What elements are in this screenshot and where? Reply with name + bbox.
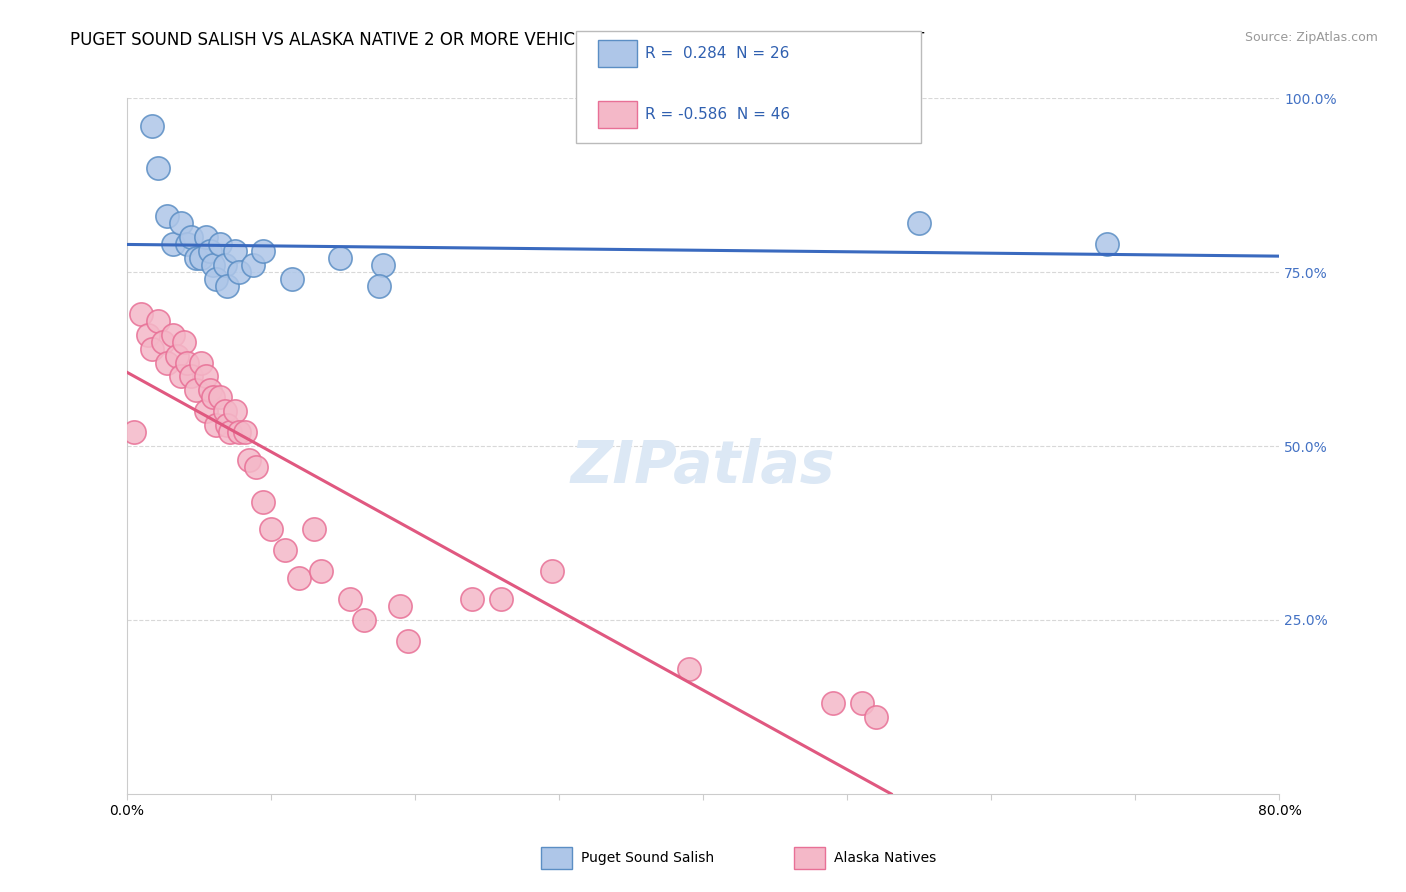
Point (190, 251, 212, 265)
Point (184, 251, 207, 265)
Text: Source: ZipAtlas.com: Source: ZipAtlas.com (1244, 31, 1378, 45)
Point (252, 244, 274, 259)
Point (162, 237, 184, 252)
Point (202, 258, 225, 272)
Point (180, 230, 202, 244)
Point (1095, 237, 1118, 252)
Point (309, 564, 332, 578)
Point (339, 592, 361, 607)
Point (396, 633, 419, 648)
Point (152, 334, 174, 349)
Point (184, 384, 207, 398)
Point (489, 592, 512, 607)
Point (148, 161, 170, 175)
Point (461, 592, 484, 607)
Point (224, 244, 246, 259)
Point (198, 384, 221, 398)
Point (156, 355, 179, 369)
Point (202, 390, 225, 404)
Point (209, 390, 232, 404)
Text: Alaska Natives: Alaska Natives (834, 851, 936, 865)
Point (170, 369, 193, 384)
Point (180, 369, 202, 384)
Point (156, 210, 179, 224)
Point (190, 355, 212, 369)
Point (173, 334, 195, 349)
Point (194, 404, 217, 418)
Point (865, 710, 887, 724)
Point (288, 571, 311, 585)
Point (233, 425, 256, 439)
Point (329, 251, 352, 265)
Point (170, 216, 193, 230)
Point (176, 355, 198, 369)
Point (205, 272, 228, 286)
Point (194, 230, 217, 244)
Point (252, 494, 274, 508)
Point (281, 272, 304, 286)
Point (162, 327, 184, 342)
Point (129, 307, 152, 321)
Point (198, 244, 221, 259)
Point (389, 599, 412, 613)
Point (176, 237, 198, 252)
Point (821, 697, 844, 711)
Point (122, 425, 145, 439)
Point (217, 418, 239, 433)
Point (242, 258, 264, 272)
Point (141, 119, 163, 133)
Point (245, 459, 267, 474)
Text: Puget Sound Salish: Puget Sound Salish (581, 851, 714, 865)
Point (238, 453, 260, 467)
Point (148, 314, 170, 328)
Point (228, 425, 250, 439)
Point (228, 265, 250, 279)
Point (851, 697, 873, 711)
Point (302, 523, 325, 537)
Text: R = -0.586  N = 46: R = -0.586 N = 46 (645, 107, 790, 121)
Point (540, 564, 562, 578)
Point (136, 327, 159, 342)
Point (367, 279, 389, 293)
Text: R =  0.284  N = 26: R = 0.284 N = 26 (645, 46, 790, 61)
Point (214, 258, 236, 272)
Point (259, 523, 281, 537)
Point (678, 662, 700, 676)
Point (219, 425, 242, 439)
Point (274, 543, 297, 558)
Point (209, 237, 232, 252)
Point (371, 258, 394, 272)
Point (166, 349, 188, 363)
Point (141, 342, 163, 356)
Point (224, 404, 246, 418)
Text: PUGET SOUND SALISH VS ALASKA NATIVE 2 OR MORE VEHICLES IN HOUSEHOLD CORRELATION : PUGET SOUND SALISH VS ALASKA NATIVE 2 OR… (70, 31, 925, 49)
Text: ZIPatlas: ZIPatlas (571, 438, 835, 495)
Point (908, 216, 931, 230)
Point (194, 369, 217, 384)
Point (205, 418, 228, 433)
Point (353, 613, 375, 627)
Point (214, 404, 236, 418)
Point (217, 279, 239, 293)
